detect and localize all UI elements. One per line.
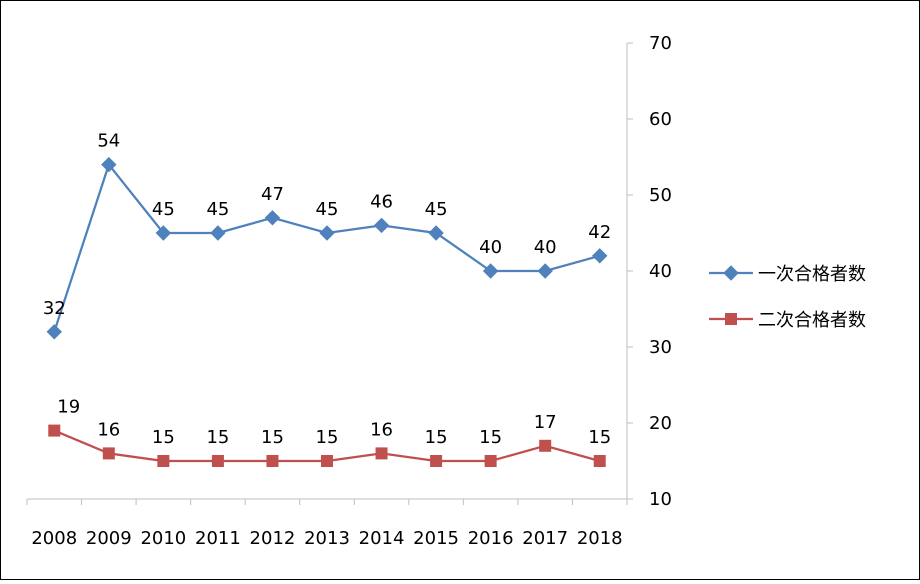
y-tick-label: 60 <box>649 109 672 130</box>
y-tick-label: 70 <box>649 33 672 54</box>
data-label: 54 <box>97 131 120 152</box>
legend-marker <box>725 313 737 325</box>
x-tick-label: 2009 <box>86 528 132 549</box>
data-point <box>484 455 497 467</box>
data-label: 17 <box>534 412 557 433</box>
data-label: 45 <box>316 199 339 220</box>
legend-item-2: 二次合格者数 <box>709 310 866 331</box>
data-label: 16 <box>97 419 120 440</box>
series-2: 19 16 15 15 15 15 16 15 15 17 15 <box>48 397 611 467</box>
data-point <box>48 424 61 437</box>
series-layer: 32 54 45 45 47 45 46 45 40 40 42 19 16 15 15 15 15 16 15 15… <box>43 131 611 467</box>
legend-marker <box>723 265 739 281</box>
x-tick-label: 2016 <box>468 528 514 549</box>
y-tick-label: 10 <box>649 489 672 510</box>
x-tick-label: 2014 <box>359 528 405 549</box>
axes: 10 20 30 40 50 60 70 2008 2009 2010 2011 2012 2013 20… <box>26 33 672 549</box>
data-point <box>266 455 279 467</box>
data-label: 32 <box>43 298 66 319</box>
legend-label: 二次合格者数 <box>758 310 866 331</box>
data-point <box>319 225 335 241</box>
data-label: 16 <box>370 419 393 440</box>
data-point <box>592 248 608 264</box>
data-point <box>155 225 172 241</box>
x-tick-label: 2015 <box>413 528 459 549</box>
data-point <box>430 455 443 467</box>
y-tick-label: 20 <box>649 413 672 434</box>
data-label: 40 <box>479 237 502 258</box>
x-tick-label: 2010 <box>140 528 186 549</box>
data-label: 15 <box>316 427 339 448</box>
data-label: 15 <box>261 427 284 448</box>
legend-item-1: 一次合格者数 <box>709 264 866 285</box>
data-label: 45 <box>152 199 175 220</box>
data-label: 42 <box>588 222 611 243</box>
data-label: 15 <box>152 427 175 448</box>
x-tick-label: 2012 <box>250 528 296 549</box>
data-point <box>102 447 115 460</box>
data-label: 45 <box>425 199 448 220</box>
data-point <box>157 455 170 467</box>
data-label: 15 <box>206 427 229 448</box>
data-point <box>539 439 552 452</box>
x-tick-label: 2017 <box>522 528 568 549</box>
data-point <box>482 263 499 279</box>
data-point <box>46 324 62 340</box>
data-point <box>593 455 606 467</box>
y-tick-label: 50 <box>649 185 672 206</box>
data-point <box>211 455 224 467</box>
series-1: 32 54 45 45 47 45 46 45 40 40 42 <box>43 131 611 340</box>
data-label: 46 <box>370 191 393 212</box>
data-point <box>321 455 333 467</box>
x-tick-label: 2008 <box>31 528 77 549</box>
data-point <box>101 156 117 173</box>
series-line <box>53 162 601 333</box>
data-point <box>375 447 388 460</box>
data-point <box>373 217 390 234</box>
x-tick-label: 2011 <box>195 528 241 549</box>
data-point <box>210 225 226 241</box>
legend-label: 一次合格者数 <box>758 264 866 285</box>
data-label: 47 <box>261 184 284 205</box>
data-label: 45 <box>206 199 229 220</box>
data-point <box>428 225 444 241</box>
data-label: 15 <box>425 427 448 448</box>
data-point <box>264 210 281 226</box>
y-tick-label: 40 <box>649 261 672 282</box>
data-label: 15 <box>588 427 611 448</box>
data-label: 19 <box>57 397 80 418</box>
y-tick-label: 30 <box>649 337 672 358</box>
data-point <box>537 263 553 279</box>
data-label: 15 <box>479 427 502 448</box>
x-tick-label: 2018 <box>577 528 623 549</box>
x-tick-label: 2013 <box>304 528 350 549</box>
data-label: 40 <box>534 237 557 258</box>
